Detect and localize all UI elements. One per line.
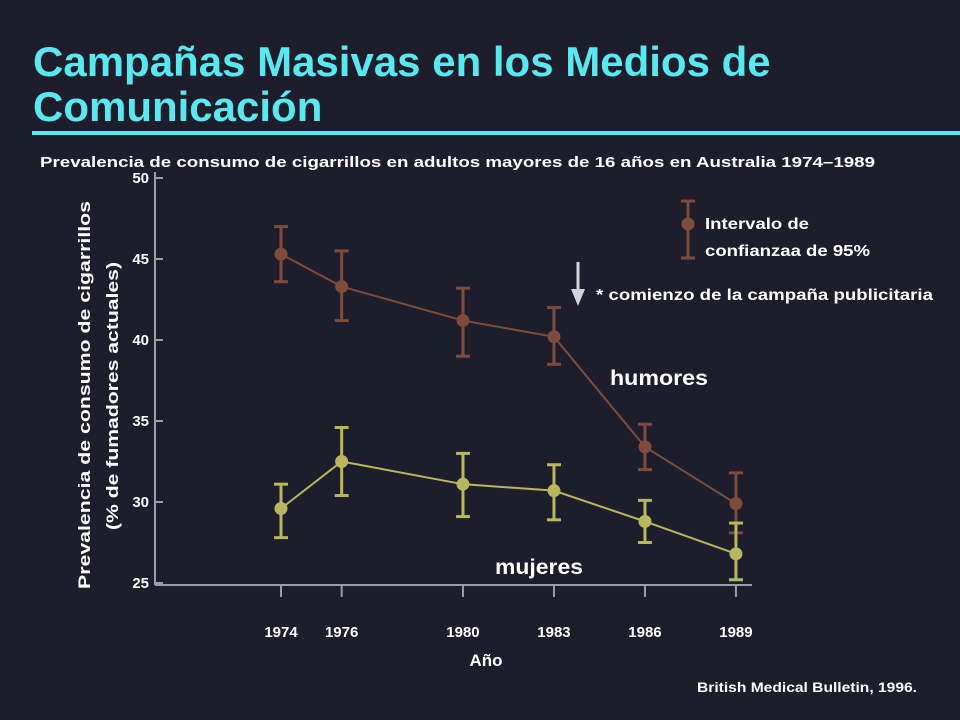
series-mujeres — [274, 425, 743, 582]
y-tick-label: 50 — [132, 170, 149, 187]
arrow-head — [571, 289, 585, 306]
data-point-mujeres — [729, 547, 743, 561]
series-label-mujeres: mujeres — [495, 556, 583, 579]
legend: Intervalo de confianzaa de 95% — [681, 199, 870, 260]
x-tick-label: 1976 — [325, 624, 358, 641]
data-point-humores — [274, 247, 288, 261]
legend-marker-dot — [681, 217, 695, 231]
data-point-humores — [729, 497, 743, 511]
series-line-mujeres — [280, 460, 737, 555]
series-label-humores: humores — [610, 367, 708, 390]
data-point-humores — [335, 280, 349, 294]
chart-title: Prevalencia de consumo de cigarrillos en… — [40, 154, 875, 171]
legend-label-line-1: Intervalo de — [705, 216, 809, 233]
slide-title-line-1: Campañas Masivas en los Medios de — [33, 38, 771, 85]
x-tick-label: 1974 — [264, 624, 298, 641]
slide-title-line-2: Comunicación — [33, 83, 322, 130]
data-point-humores — [547, 330, 561, 344]
x-axis-title: Año — [469, 651, 502, 670]
title-underline — [32, 131, 960, 135]
x-tick-label: 1989 — [719, 624, 752, 641]
legend-label-line-2: confianzaa de 95% — [705, 243, 870, 260]
data-point-humores — [638, 440, 652, 454]
plot-area — [274, 225, 743, 582]
x-tick-label: 1986 — [628, 624, 661, 641]
data-point-mujeres — [274, 501, 288, 515]
down-arrow-icon — [571, 262, 585, 306]
legend-marker-icon — [681, 199, 695, 260]
axes: 25 30 35 40 45 50 1974 1976 1980 1983 1986 1989 — [132, 170, 752, 641]
y-tick-label: 45 — [132, 251, 149, 268]
source-citation: British Medical Bulletin, 1996. — [697, 679, 917, 695]
y-tick-label: 35 — [132, 413, 149, 430]
x-tick-label: 1980 — [446, 624, 479, 641]
chart: 25 30 35 40 45 50 1974 1976 1980 1983 1986 1989 Pre… — [75, 170, 933, 670]
data-point-mujeres — [335, 455, 349, 468]
series-line-humores — [280, 253, 737, 505]
data-point-humores — [456, 314, 470, 328]
y-axis-title-line-1: Prevalencia de consumo de cigarrillos — [75, 201, 94, 589]
y-tick-label: 30 — [132, 494, 149, 511]
data-point-mujeres — [547, 484, 561, 498]
data-point-mujeres — [456, 477, 470, 491]
data-point-mujeres — [638, 514, 652, 528]
y-tick-label: 40 — [132, 332, 149, 349]
campaign-annotation: * comienzo de la campaña publicitaria — [571, 262, 933, 306]
y-axis-title-line-2: (% de fumadores actuales) — [103, 262, 122, 530]
x-tick-label: 1983 — [537, 624, 570, 641]
campaign-start-note: * comienzo de la campaña publicitaria — [596, 287, 933, 304]
slide-header: Campañas Masivas en los Medios de Comuni… — [32, 38, 960, 135]
y-tick-label: 25 — [132, 575, 149, 592]
